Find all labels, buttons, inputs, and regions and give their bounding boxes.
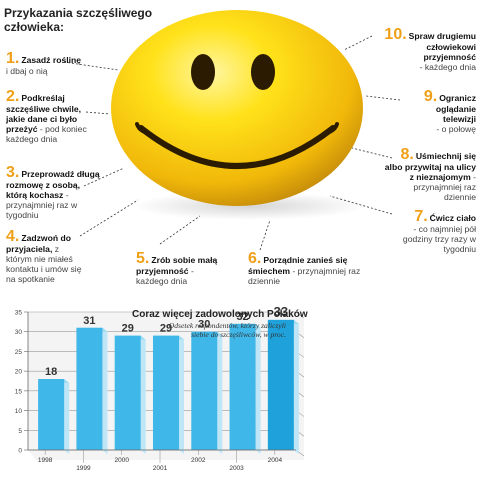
data-label: 29 [122,323,134,335]
y-tick-label: 15 [15,388,23,395]
tip-bold: Przeprowadź długą rozmowę z osobą, którą… [6,169,100,200]
x-tick-label: 2003 [229,465,244,472]
tip-bold: Zrób sobie małą przyjemność [136,255,218,276]
tip-rest: z którym nie miałeś kontaktu i umów się … [6,244,82,284]
data-label: 31 [83,315,95,327]
x-tick-label: 2002 [191,457,206,464]
tip-bold: Porządnie zanieś się śmiechem [248,255,348,276]
bar-side [255,323,261,454]
tip-number: 1. [6,50,20,67]
y-tick-label: 10 [15,408,23,415]
bar-side [102,327,108,454]
tip-bold: Spraw drugiemu człowiekowi przyjemność [408,31,476,62]
tip-9: 9. Ogranicz oglądanie telewizji - o połow… [404,88,476,135]
smiley-face-icon [111,10,367,220]
tip-number: 5. [136,250,150,267]
tip-bold: Ogranicz oglądanie telewizji [435,93,476,124]
tip-5: 5. Zrób sobie małą przyjemność - każdego … [136,250,226,287]
tip-2: 2. Podkreślaj szczęśliwe chwile, jakie da… [6,88,94,145]
bar-1998 [38,379,65,450]
x-tick-label: 2004 [268,457,283,464]
tip-rest: - przynajmniej raz w tygodniu [6,190,78,220]
tip-10: 10. Spraw drugiemu człowiekowi przyjemnoś… [372,26,476,73]
bar-side [217,331,223,454]
data-label: 18 [45,366,57,378]
gridline-depth [295,311,305,319]
tip-number: 3. [6,164,20,181]
bar-side [179,335,185,454]
bar-1999 [76,327,103,450]
tip-rest: - każdego dnia [419,62,476,72]
bar-chart: 0 5 10 15 20 25 30 35 18 1998 31 1999 29 2000 29 2001 30… [15,304,305,472]
tip-8: 8. Uśmiechnij się albo przywitaj na ulicy… [384,146,476,203]
y-tick-label: 25 [15,349,23,356]
y-tick-label: 20 [15,369,23,376]
tip-rest: i dbaj o nią [6,66,48,76]
tip-number: 10. [384,26,407,43]
x-tick-label: 1998 [38,457,53,464]
tip-number: 6. [248,250,262,267]
y-tick-label: 0 [18,448,22,455]
tip-bold: Podkreślaj szczęśliwe chwile, jakie dane… [6,93,81,134]
tip-bold: Uśmiechnij się albo przywitaj na ulicy z… [384,151,476,182]
y-tick-label: 5 [18,428,22,435]
tip-7: 7. Ćwicz ciało - co najmniej pół godziny … [392,208,476,255]
y-tick-label: 30 [15,329,23,336]
page-title: Przykazania szczęśliwego człowieka: [4,6,153,34]
bar-2004 [267,319,294,450]
tip-number: 2. [6,88,20,105]
tip-1: 1. Zasadź roślinę i dbaj o nią [6,50,106,77]
x-tick-label: 1999 [76,465,91,472]
tip-number: 9. [423,88,438,105]
data-label: 33 [274,304,288,319]
bar-2001 [152,335,180,450]
tip-rest: - każdego dnia [136,266,194,286]
tip-number: 4. [6,228,20,245]
chart-subtitle: Odsetek respondentów, którzy zaliczyli s… [168,321,286,339]
bar-side [140,335,146,454]
data-label: 29 [160,323,172,335]
tip-rest: - o połowę [436,124,476,134]
x-tick-label: 2001 [153,465,168,472]
tip-number: 8. [400,146,414,163]
tip-3: 3. Przeprowadź długą rozmowę z osobą, któ… [6,164,102,221]
tip-rest: - przynajmniej raz dziennie [413,172,476,202]
bar-2000 [114,335,141,450]
x-tick-label: 2000 [114,457,129,464]
data-label: 30 [198,319,210,331]
tip-number: 7. [414,208,428,225]
tip-bold: Zadzwoń do przyjaciela, [6,233,71,254]
chart-title: Coraz więcej zadowolonych Polaków [132,309,308,320]
tip-rest: - pod koniec każdego dnia [6,124,87,144]
tip-4: 4. Zadzwoń do przyjaciela, z którym nie m… [6,228,82,285]
bar-side [293,319,299,454]
tip-6: 6. Porządnie zanieś się śmiechem - przyna… [248,250,362,287]
data-label: 32 [236,311,248,323]
tip-bold: Zasadź roślinę [21,55,82,65]
bar-side [64,379,70,454]
bar-2003 [229,323,256,450]
tip-rest: - przynajmniej raz dziennie [248,266,361,286]
y-tick-label: 35 [15,310,23,317]
tip-bold: Ćwicz ciało [429,213,476,223]
tip-rest: - co najmniej pół godziny trzy razy w ty… [402,224,476,254]
bar-2002 [191,331,218,450]
